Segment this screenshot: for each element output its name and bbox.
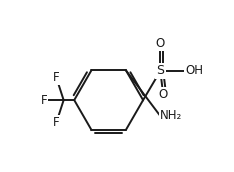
Text: OH: OH [186,64,204,77]
Text: F: F [40,94,47,107]
Text: O: O [159,88,168,101]
Text: NH₂: NH₂ [160,110,183,122]
Text: S: S [156,64,164,77]
Text: F: F [53,71,60,84]
Text: F: F [53,116,60,129]
Text: O: O [156,37,165,50]
